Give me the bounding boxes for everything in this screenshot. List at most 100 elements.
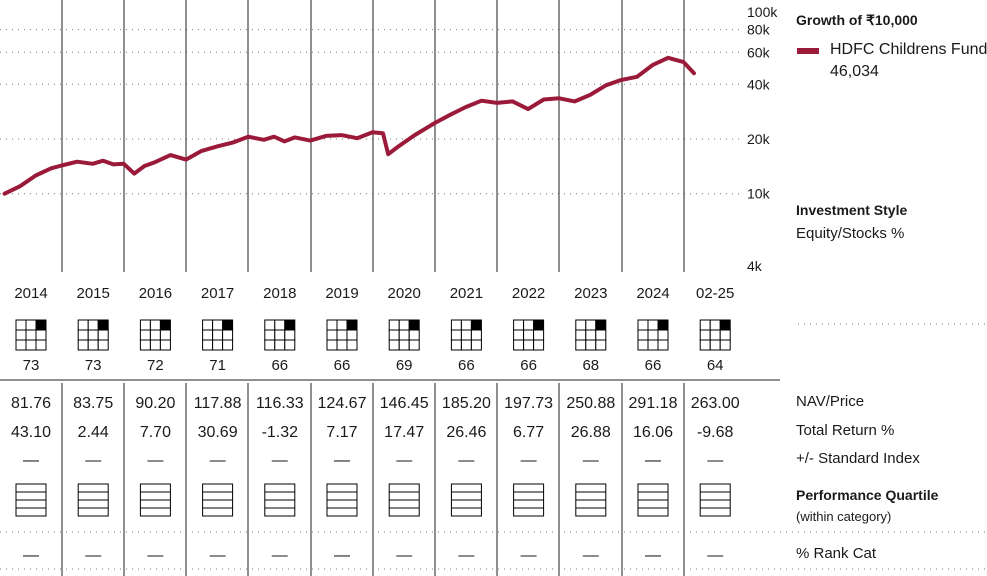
- plus-minus-label: +/- Standard Index: [796, 450, 920, 467]
- plus-minus-value: —: [645, 452, 661, 469]
- style-box-icon: [15, 319, 47, 351]
- equity-pct-value: 71: [209, 357, 226, 374]
- plus-minus-value: —: [210, 452, 226, 469]
- rank-cat-value: —: [707, 547, 723, 564]
- growth-title: Growth of ₹10,000: [796, 12, 918, 28]
- year-label: 2020: [388, 285, 421, 302]
- plus-minus-value: —: [583, 452, 599, 469]
- year-label: 2024: [636, 285, 669, 302]
- total-return-value: 2.44: [78, 424, 109, 441]
- equity-pct-value: 73: [85, 357, 102, 374]
- total-return-value: 30.69: [198, 424, 238, 441]
- y-tick-label: 10k: [747, 186, 771, 202]
- nav-price-value: 263.00: [691, 395, 740, 412]
- style-box-icon: [450, 319, 482, 351]
- equity-pct-value: 66: [334, 357, 351, 374]
- style-box-icon: [139, 319, 171, 351]
- year-label: 2017: [201, 285, 234, 302]
- nav-price-value: 124.67: [318, 395, 367, 412]
- y-tick-label: 80k: [747, 22, 771, 38]
- quartile-box-icon: [139, 483, 171, 517]
- total-return-value: 26.88: [571, 424, 611, 441]
- style-box-icon: [264, 319, 296, 351]
- rank-cat-value: —: [23, 547, 39, 564]
- nav-price-value: 117.88: [194, 395, 242, 412]
- equity-pct-value: 66: [520, 357, 537, 374]
- total-return-value: -9.68: [697, 424, 734, 441]
- year-label: 2019: [325, 285, 358, 302]
- rank-cat-value: —: [645, 547, 661, 564]
- style-box-icon: [575, 319, 607, 351]
- nav-price-value: 250.88: [566, 395, 615, 412]
- rank-cat-value: —: [272, 547, 288, 564]
- quartile-box-icon: [575, 483, 607, 517]
- total-return-value: 7.70: [140, 424, 171, 441]
- y-tick-label: 60k: [747, 44, 771, 60]
- equity-pct-value: 72: [147, 357, 164, 374]
- within-category-label: (within category): [796, 509, 892, 524]
- total-return-value: -1.32: [262, 424, 299, 441]
- plus-minus-value: —: [272, 452, 288, 469]
- equity-stocks-label: Equity/Stocks %: [796, 225, 905, 242]
- nav-price-value: 185.20: [442, 395, 491, 412]
- y-tick-label: 4k: [747, 258, 763, 274]
- plus-minus-value: —: [85, 452, 101, 469]
- equity-pct-value: 69: [396, 357, 413, 374]
- plus-minus-value: —: [147, 452, 163, 469]
- style-box-icon: [202, 319, 234, 351]
- style-box-icon: [388, 319, 420, 351]
- total-return-value: 16.06: [633, 424, 673, 441]
- year-label: 2015: [77, 285, 110, 302]
- year-label: 02-25: [696, 285, 734, 302]
- total-return-value: 6.77: [513, 424, 544, 441]
- equity-pct-value: 66: [458, 357, 475, 374]
- plus-minus-value: —: [707, 452, 723, 469]
- quartile-box-icon: [202, 483, 234, 517]
- y-tick-label: 20k: [747, 131, 771, 147]
- style-box-icon: [699, 319, 731, 351]
- legend-swatch: [797, 48, 819, 54]
- total-return-label: Total Return %: [796, 422, 895, 439]
- year-label: 2021: [450, 285, 483, 302]
- total-return-value: 7.17: [326, 424, 357, 441]
- rank-cat-value: —: [396, 547, 412, 564]
- investment-style-title: Investment Style: [796, 202, 908, 218]
- year-label: 2018: [263, 285, 296, 302]
- rank-cat-value: —: [334, 547, 350, 564]
- quartile-box-icon: [637, 483, 669, 517]
- nav-price-value: 90.20: [135, 395, 175, 412]
- equity-pct-value: 66: [271, 357, 288, 374]
- nav-price-label: NAV/Price: [796, 393, 865, 410]
- plus-minus-value: —: [396, 452, 412, 469]
- nav-price-value: 197.73: [504, 395, 553, 412]
- rank-cat-value: —: [458, 547, 474, 564]
- quartile-box-icon: [699, 483, 731, 517]
- equity-pct-value: 68: [582, 357, 599, 374]
- quartile-box-icon: [77, 483, 109, 517]
- style-box-icon: [637, 319, 669, 351]
- y-tick-label: 100k: [747, 4, 778, 20]
- nav-price-value: 81.76: [11, 395, 51, 412]
- equity-pct-value: 66: [645, 357, 662, 374]
- equity-pct-value: 73: [23, 357, 40, 374]
- nav-price-value: 83.75: [73, 395, 113, 412]
- plus-minus-value: —: [458, 452, 474, 469]
- year-label: 2022: [512, 285, 545, 302]
- legend-fund-value: 46,034: [830, 63, 879, 80]
- plus-minus-value: —: [23, 452, 39, 469]
- rank-cat-value: —: [85, 547, 101, 564]
- year-label: 2016: [139, 285, 172, 302]
- style-box-icon: [77, 319, 109, 351]
- year-label: 2014: [14, 285, 47, 302]
- legend-fund-name: HDFC Childrens Fund: [830, 41, 987, 58]
- rank-cat-label: % Rank Cat: [796, 545, 877, 562]
- quartile-box-icon: [15, 483, 47, 517]
- perf-quartile-title: Performance Quartile: [796, 487, 939, 503]
- nav-price-value: 291.18: [629, 395, 678, 412]
- quartile-box-icon: [264, 483, 296, 517]
- quartile-box-icon: [450, 483, 482, 517]
- rank-cat-value: —: [147, 547, 163, 564]
- plus-minus-value: —: [334, 452, 350, 469]
- total-return-value: 17.47: [384, 424, 424, 441]
